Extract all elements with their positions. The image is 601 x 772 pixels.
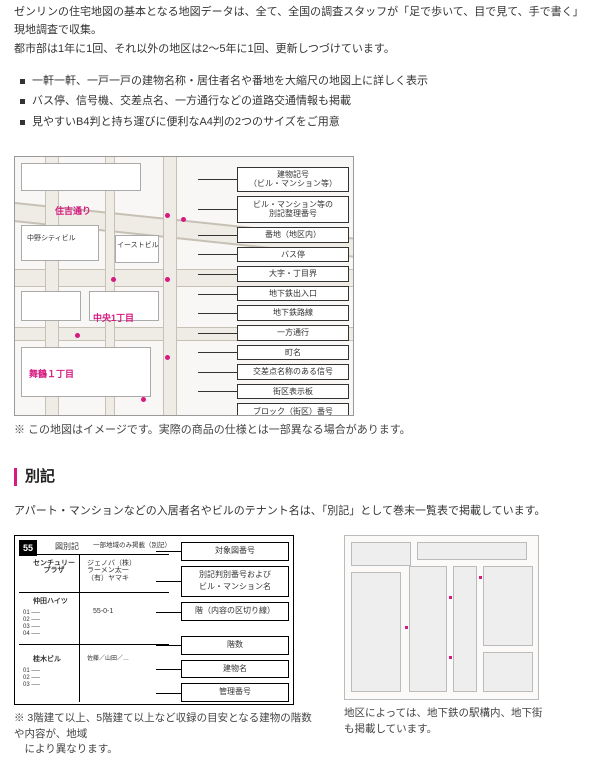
bekki-sub: 一部地域のみ掲載（別記）	[93, 542, 171, 549]
intro-line-2: 都市部は1年に1回、それ以外の地区は2〜5年に1回、更新しつづけています。	[14, 41, 587, 59]
legend-item: 一方通行	[237, 325, 349, 341]
bldg-label: 中野シティビル	[27, 235, 76, 243]
area-label: 舞鶴１丁目	[29, 367, 74, 381]
list-item: 一軒一軒、一戸一戸の建物名称・居住者名や番地を大縮尺の地図上に詳しく表示	[18, 73, 587, 91]
intro-line-1: ゼンリンの住宅地図の基本となる地図データは、全て、全国の調査スタッフが「足で歩い…	[14, 4, 587, 39]
legend-item: 地下鉄出入口	[237, 286, 349, 302]
legend-item: バス停	[237, 247, 349, 263]
bekki-building: センチュリー プラザ	[33, 560, 75, 575]
legend-item: 町名	[237, 345, 349, 361]
section-title: 別記	[25, 465, 55, 489]
legend-item: 地下鉄路線	[237, 305, 349, 321]
underground-caption: 地区によっては、地下鉄の駅構内、地下街も掲載しています。	[344, 706, 544, 738]
bekki-legend-item: 別記判別番号および ビル・マンション名	[181, 566, 289, 598]
legend-item: 交差点名称のある信号	[237, 364, 349, 380]
bekki-lead: アパート・マンションなどの入居者名やビルのテナント名は、「別記」として巻末一覧表…	[14, 503, 587, 521]
intro-text: ゼンリンの住宅地図の基本となる地図データは、全て、全国の調査スタッフが「足で歩い…	[14, 4, 587, 59]
bekki-sample-box: 55 図別記 一部地域のみ掲載（別記） センチュリー プラザ ジェノバ（株） ラ…	[14, 535, 294, 705]
bldg-label: イーストビル	[117, 242, 159, 250]
bekki-legend-item: 階数	[181, 636, 289, 655]
map-note: ※ この地図はイメージです。実際の商品の仕様とは一部異なる場合があります。	[14, 422, 587, 440]
bekki-building: 桂木ビル	[33, 656, 61, 664]
legend-item: ブロック（街区）番号 （一部地域のみ）	[237, 403, 349, 415]
street-label: 住吉通り	[55, 204, 91, 218]
bekki-rooms2: 佐藤／山田／…	[87, 656, 129, 663]
bekki-legend-item: 対象図番号	[181, 542, 289, 561]
bekki-rooms: 55-0-1	[93, 608, 113, 616]
underground-map	[344, 535, 539, 700]
bekki-legend-item: 階（内容の区切り線）	[181, 602, 289, 621]
accent-bar	[14, 468, 17, 486]
sample-map: 住吉通り 中野シティビル イーストビル 中央1丁目 舞鶴１丁目 建物記号 （ビル…	[14, 156, 354, 416]
list-item: バス停、信号機、交差点名、一方通行などの道路交通情報も掲載	[18, 93, 587, 111]
bekki-box-title: 図別記	[55, 541, 79, 554]
bekki-caption: ※ 3階建て以上、5階建て以上など収録の目安となる建物の階数や内容が、地域 によ…	[14, 711, 314, 758]
bekki-tenants: ジェノバ（株） ラーメン太一 （有）ヤマキ	[87, 560, 136, 583]
bekki-building: 仲田ハイツ	[33, 598, 68, 606]
area-label: 中央1丁目	[93, 311, 134, 325]
legend-item: 建物記号 （ビル・マンション等）	[237, 167, 349, 192]
bekki-legend-item: 管理番号	[181, 683, 289, 702]
bekki-row: 55 図別記 一部地域のみ掲載（別記） センチュリー プラザ ジェノバ（株） ラ…	[14, 535, 587, 758]
legend-item: 番地（地区内）	[237, 227, 349, 243]
feature-list: 一軒一軒、一戸一戸の建物名称・居住者名や番地を大縮尺の地図上に詳しく表示 バス停…	[18, 73, 587, 132]
list-item: 見やすいB4判と持ち運びに便利なA4判の2つのサイズをご用意	[18, 114, 587, 132]
sample-map-figure: 住吉通り 中野シティビル イーストビル 中央1丁目 舞鶴１丁目 建物記号 （ビル…	[14, 156, 587, 440]
legend-item: 街区表示板	[237, 384, 349, 400]
legend-item: ビル・マンション等の 別記整理番号	[237, 196, 349, 223]
section-header-bekki: 別記	[14, 465, 587, 489]
map-legend: 建物記号 （ビル・マンション等） ビル・マンション等の 別記整理番号 番地（地区…	[237, 167, 349, 416]
bekki-legend-item: 建物名	[181, 660, 289, 679]
legend-item: 大字・丁目界	[237, 266, 349, 282]
